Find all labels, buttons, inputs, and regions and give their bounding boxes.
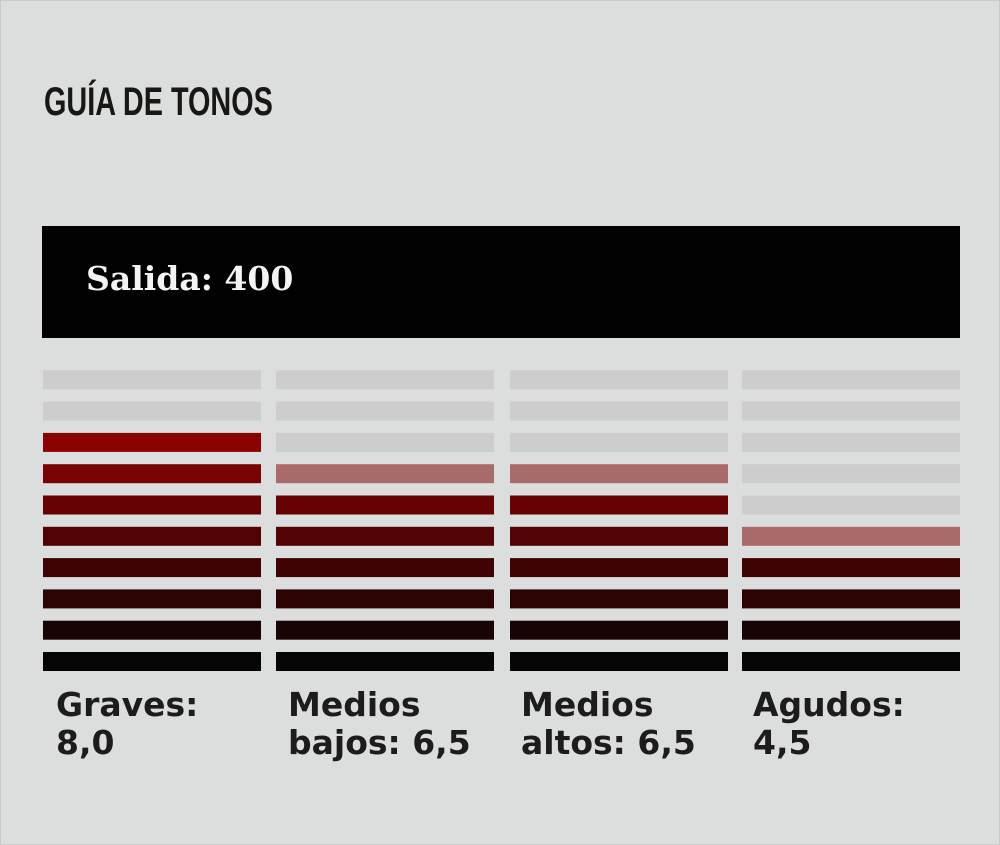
bar-0-segment-2	[43, 589, 261, 609]
bar-1-segment-3	[276, 558, 494, 578]
bar-2-segment-1	[510, 620, 728, 640]
bar-3-segment-3	[742, 558, 960, 578]
bar-0-segment-3	[43, 558, 261, 578]
bar-2-segment-0	[510, 652, 728, 671]
bar-0-segment-4	[43, 526, 261, 546]
bar-2-segment-6	[510, 464, 728, 484]
label-medios-altos-line2: altos: 6,5	[521, 723, 696, 762]
label-graves-line1: Graves:	[56, 685, 199, 724]
bar-3-segment-5	[742, 495, 960, 515]
bar-2-segment-7	[510, 432, 728, 452]
bar-1-segment-7	[276, 432, 494, 452]
bar-2-segment-4	[510, 526, 728, 546]
output-banner: Salida: 400	[42, 226, 960, 338]
bar-3-segment-7	[742, 432, 960, 452]
label-graves: Graves: 8,0	[56, 686, 198, 762]
bar-1-segment-4	[276, 526, 494, 546]
label-agudos-line1: Agudos:	[753, 685, 905, 724]
bar-3-segment-8	[742, 401, 960, 421]
output-label: Salida: 400	[86, 259, 294, 298]
label-graves-line2: 8,0	[56, 723, 115, 762]
bar-1-segment-2	[276, 589, 494, 609]
bar-3-segment-1	[742, 620, 960, 640]
bar-2-segment-2	[510, 589, 728, 609]
bar-2-segment-8	[510, 401, 728, 421]
bar-3-segment-9	[742, 370, 960, 390]
bar-0-segment-5	[43, 495, 261, 515]
bar-2-segment-9	[510, 370, 728, 390]
bar-1-segment-8	[276, 401, 494, 421]
bar-1-segment-0	[276, 652, 494, 671]
bar-1-segment-9	[276, 370, 494, 390]
bar-3-segment-0	[742, 652, 960, 671]
bar-3-segment-6	[742, 464, 960, 484]
bar-3-segment-4	[742, 526, 960, 546]
page-title: GUÍA DE TONOS	[44, 80, 273, 124]
label-agudos: Agudos: 4,5	[753, 686, 905, 762]
bar-0-segment-1	[43, 620, 261, 640]
label-medios-altos-line1: Medios	[521, 685, 654, 724]
bar-1-segment-1	[276, 620, 494, 640]
label-medios-altos: Medios altos: 6,5	[521, 686, 696, 762]
bar-0-segment-6	[43, 464, 261, 484]
bar-0-segment-9	[43, 370, 261, 390]
label-medios-bajos-line2: bajos: 6,5	[288, 723, 471, 762]
label-medios-bajos-line1: Medios	[288, 685, 421, 724]
bar-1-segment-5	[276, 495, 494, 515]
bar-2-segment-5	[510, 495, 728, 515]
bar-0-segment-7	[43, 432, 261, 452]
label-medios-bajos: Medios bajos: 6,5	[288, 686, 471, 762]
label-agudos-line2: 4,5	[753, 723, 812, 762]
bar-0-segment-8	[43, 401, 261, 421]
bar-1-segment-6	[276, 464, 494, 484]
bar-2-segment-3	[510, 558, 728, 578]
bar-0-segment-0	[43, 652, 261, 671]
bar-3-segment-2	[742, 589, 960, 609]
